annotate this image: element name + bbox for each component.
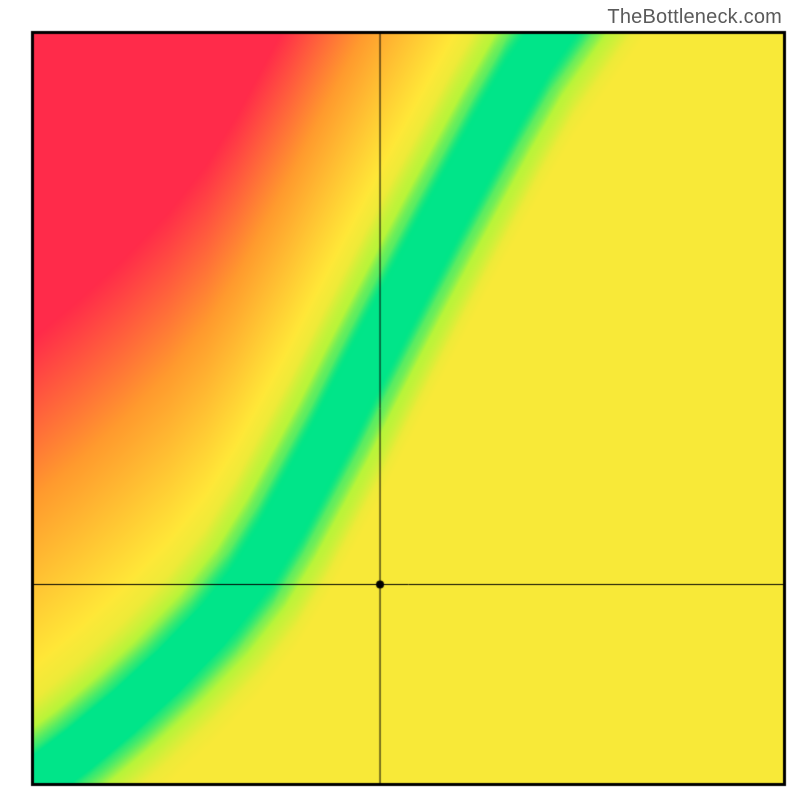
- chart-container: TheBottleneck.com: [0, 0, 800, 800]
- bottleneck-heatmap: [0, 0, 800, 800]
- watermark-text: TheBottleneck.com: [607, 6, 782, 29]
